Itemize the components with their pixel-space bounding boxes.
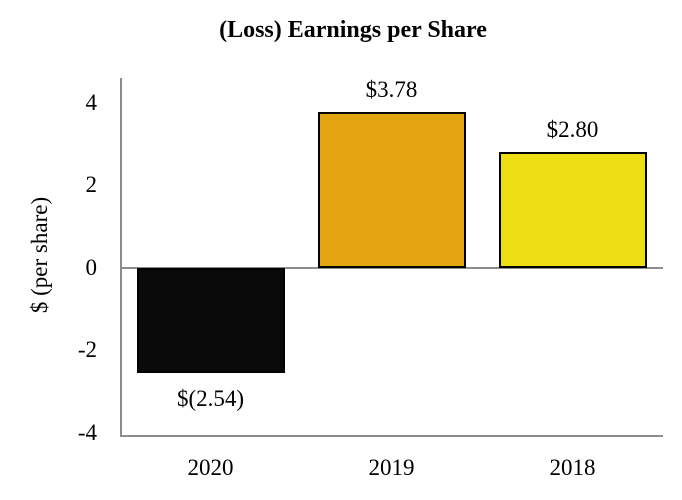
y-tick-label-2: 2 [85, 172, 98, 198]
bar-value-label-2019: $3.78 [365, 76, 418, 102]
bar-value-label-2020: $(2.54) [176, 385, 245, 411]
x-axis-label-2020: 2020 [187, 455, 234, 480]
y-axis-line [120, 78, 122, 437]
x-axis-label-2018: 2018 [549, 455, 596, 480]
x-axis-label-2019: 2019 [368, 455, 415, 480]
y-tick-label-0: 0 [85, 254, 98, 280]
y-tick-label-4: 4 [85, 89, 98, 115]
x-axis-line [120, 435, 663, 437]
chart-title: (Loss) Earnings per Share [219, 17, 487, 43]
y-tick-label--2: -2 [77, 337, 97, 363]
bar-value-label-2018: $2.80 [546, 117, 599, 143]
plot-area: $(2.54) $3.78 $2.80 [120, 76, 663, 437]
bar-2020 [136, 267, 285, 373]
bar-2018 [498, 152, 647, 268]
y-tick-label--4: -4 [77, 419, 97, 445]
zero-baseline [120, 266, 663, 269]
bar-2019 [317, 111, 466, 268]
